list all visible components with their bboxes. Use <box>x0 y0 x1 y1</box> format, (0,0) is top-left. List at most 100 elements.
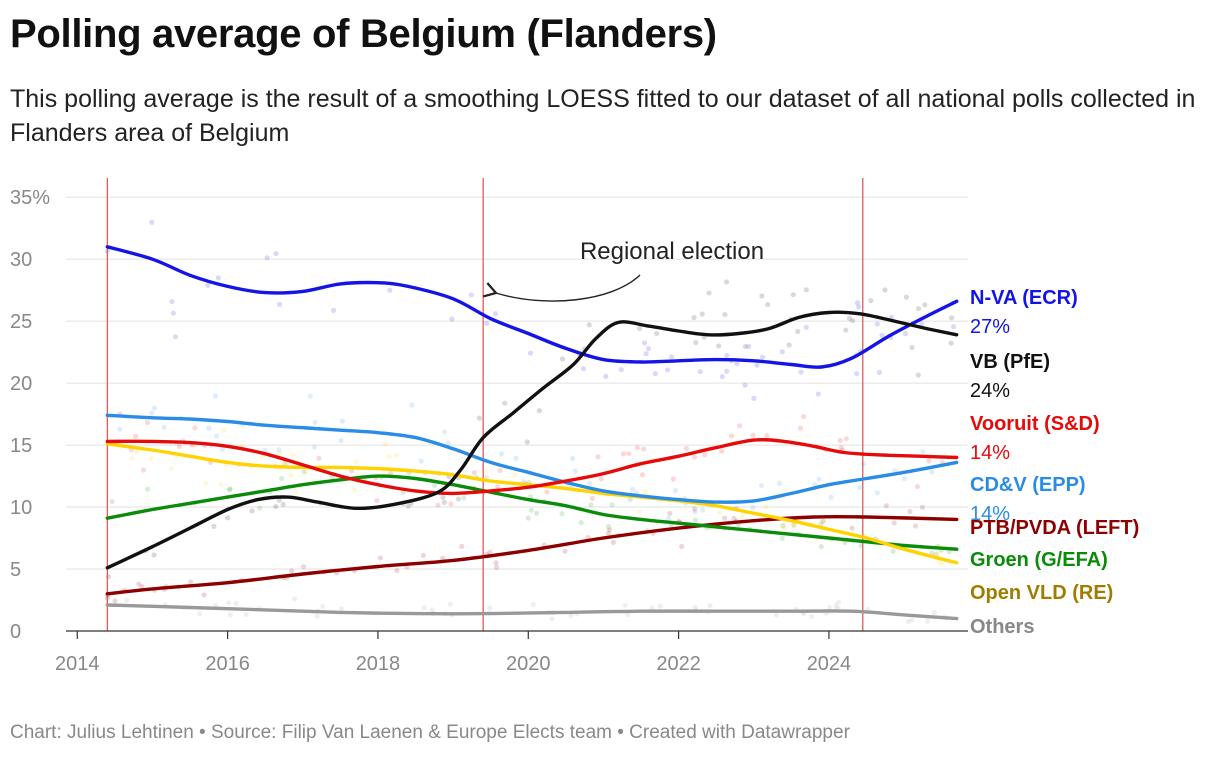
series-label-name: N-VA (ECR) <box>970 287 1078 309</box>
poll-dot <box>288 472 294 478</box>
poll-dot <box>765 301 771 308</box>
poll-dot <box>441 499 448 506</box>
grid-lines <box>66 196 968 570</box>
poll-dots <box>104 219 957 625</box>
poll-dot <box>484 320 490 326</box>
poll-dot <box>764 433 770 439</box>
poll-dot <box>595 454 601 460</box>
poll-dot <box>262 447 268 453</box>
poll-dot <box>177 443 183 450</box>
poll-dot <box>320 603 326 610</box>
poll-dot <box>536 408 543 414</box>
poll-dot <box>624 612 631 618</box>
poll-dot <box>133 449 140 455</box>
poll-dot <box>276 447 282 453</box>
poll-dot <box>587 480 593 486</box>
poll-dot <box>938 561 944 567</box>
poll-dot <box>109 498 115 505</box>
poll-dot <box>201 592 207 598</box>
poll-dot <box>431 483 438 489</box>
poll-dot <box>221 427 227 433</box>
x-tick-label: 2022 <box>656 653 701 675</box>
poll-dot <box>815 391 822 397</box>
poll-dot <box>849 317 856 324</box>
poll-dot <box>874 490 880 496</box>
poll-dot <box>257 505 263 511</box>
poll-dot <box>759 293 765 299</box>
poll-dot <box>618 367 624 373</box>
poll-dot <box>857 484 863 491</box>
poll-dot <box>920 449 926 455</box>
poll-dot <box>471 470 477 476</box>
poll-dot <box>449 316 455 322</box>
poll-dot <box>203 480 209 486</box>
poll-dot <box>717 510 723 516</box>
poll-dot <box>292 596 298 602</box>
poll-dot <box>528 507 534 513</box>
poll-dot <box>846 315 853 321</box>
poll-dot <box>636 509 643 515</box>
poll-dot <box>645 345 651 352</box>
poll-dot <box>218 481 224 488</box>
series-label-value: 14% <box>970 503 1010 525</box>
poll-dot <box>722 311 728 318</box>
poll-dot <box>751 395 757 401</box>
poll-dot <box>447 601 454 607</box>
poll-dot <box>139 583 145 590</box>
poll-dot <box>264 255 270 261</box>
poll-dot <box>609 502 615 508</box>
poll-dot <box>513 455 519 461</box>
poll-dot <box>808 614 815 620</box>
poll-dot <box>105 574 112 580</box>
series-label-name: PTB/PVDA (LEFT) <box>970 517 1139 539</box>
poll-dot <box>278 475 285 482</box>
poll-dot <box>578 520 584 526</box>
poll-dot <box>281 460 287 466</box>
poll-dot <box>314 613 320 619</box>
poll-dot <box>819 517 825 523</box>
poll-dot <box>151 405 158 411</box>
poll-dot <box>909 344 915 351</box>
poll-dot <box>754 362 760 368</box>
poll-dot <box>750 504 756 511</box>
poll-dot <box>798 369 804 375</box>
poll-dot <box>915 305 922 312</box>
poll-dot <box>699 311 705 317</box>
poll-dot <box>901 476 907 482</box>
series-lines <box>105 245 959 621</box>
poll-dot <box>339 418 345 424</box>
poll-dot <box>636 325 643 332</box>
poll-dot <box>626 451 632 457</box>
x-tick-label: 2018 <box>356 653 401 675</box>
series-label-value: 24% <box>970 380 1010 402</box>
poll-dot <box>779 535 785 541</box>
poll-dot <box>338 606 344 612</box>
poll-dot <box>654 330 660 337</box>
poll-dot <box>856 304 862 310</box>
poll-dot <box>214 433 220 439</box>
poll-dot <box>833 603 839 609</box>
poll-dot <box>797 425 804 431</box>
poll-dot <box>606 527 613 533</box>
poll-dot <box>919 321 925 327</box>
poll-dot <box>642 489 648 495</box>
poll-dot <box>627 496 633 502</box>
poll-dot <box>801 414 807 420</box>
poll-dot <box>667 510 673 516</box>
series-line <box>105 474 959 551</box>
poll-dot <box>562 548 568 554</box>
poll-dot <box>482 469 488 475</box>
poll-dot <box>148 456 154 462</box>
poll-dot <box>622 602 628 608</box>
poll-dot <box>610 539 617 545</box>
poll-dot <box>791 522 797 528</box>
poll-dot <box>719 373 725 380</box>
y-tick-label: 25 <box>10 311 32 333</box>
poll-dot <box>909 617 915 623</box>
poll-dot <box>312 444 318 450</box>
poll-dot <box>212 393 218 399</box>
poll-dot <box>835 599 842 605</box>
poll-dot <box>421 605 427 611</box>
poll-dot <box>890 548 896 554</box>
poll-dot <box>440 494 446 501</box>
